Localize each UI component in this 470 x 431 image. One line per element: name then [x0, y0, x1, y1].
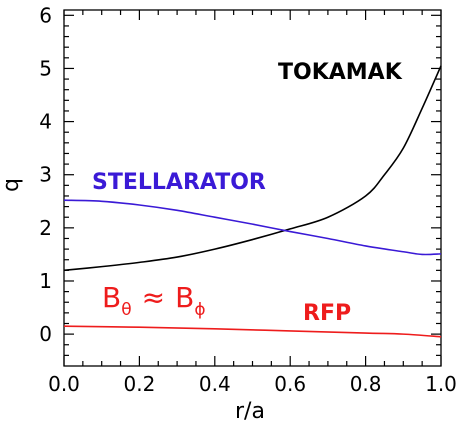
- rfp-label: RFP: [303, 301, 351, 326]
- approx-symbol: ≈: [142, 281, 165, 314]
- tokamak-label: TOKAMAK: [278, 60, 403, 85]
- b-theta-subscript: θ: [121, 300, 131, 320]
- x-tick-label: 0.0: [48, 372, 80, 396]
- x-tick-label: 1.0: [425, 372, 457, 396]
- x-tick-label: 0.8: [350, 372, 382, 396]
- y-tick-label: 4: [39, 110, 52, 134]
- b-theta-base: B: [102, 281, 121, 314]
- rfp-series-line: [63, 325, 442, 338]
- y-tick-label: 6: [39, 3, 52, 27]
- stellarator-series-line: [63, 199, 442, 256]
- x-tick-label: 0.2: [123, 372, 155, 396]
- b-phi-subscript: ϕ: [194, 300, 205, 320]
- y-tick-label: 2: [39, 216, 52, 240]
- tokamak-series-line: [63, 65, 442, 272]
- b-theta-approx-b-phi-label: Bθ ≈ Bϕ: [102, 281, 206, 320]
- y-tick-label: 3: [39, 163, 52, 187]
- x-tick-label: 0.6: [274, 372, 306, 396]
- y-axis-title: q: [0, 178, 24, 192]
- y-tick-label: 5: [39, 56, 52, 80]
- x-tick-label: 0.4: [199, 372, 231, 396]
- x-axis-title: r/a: [235, 399, 265, 424]
- y-tick-label: 1: [39, 269, 52, 293]
- b-phi-base: B: [175, 281, 194, 314]
- y-tick-label: 0: [39, 322, 52, 346]
- stellarator-label: STELLARATOR: [92, 170, 266, 195]
